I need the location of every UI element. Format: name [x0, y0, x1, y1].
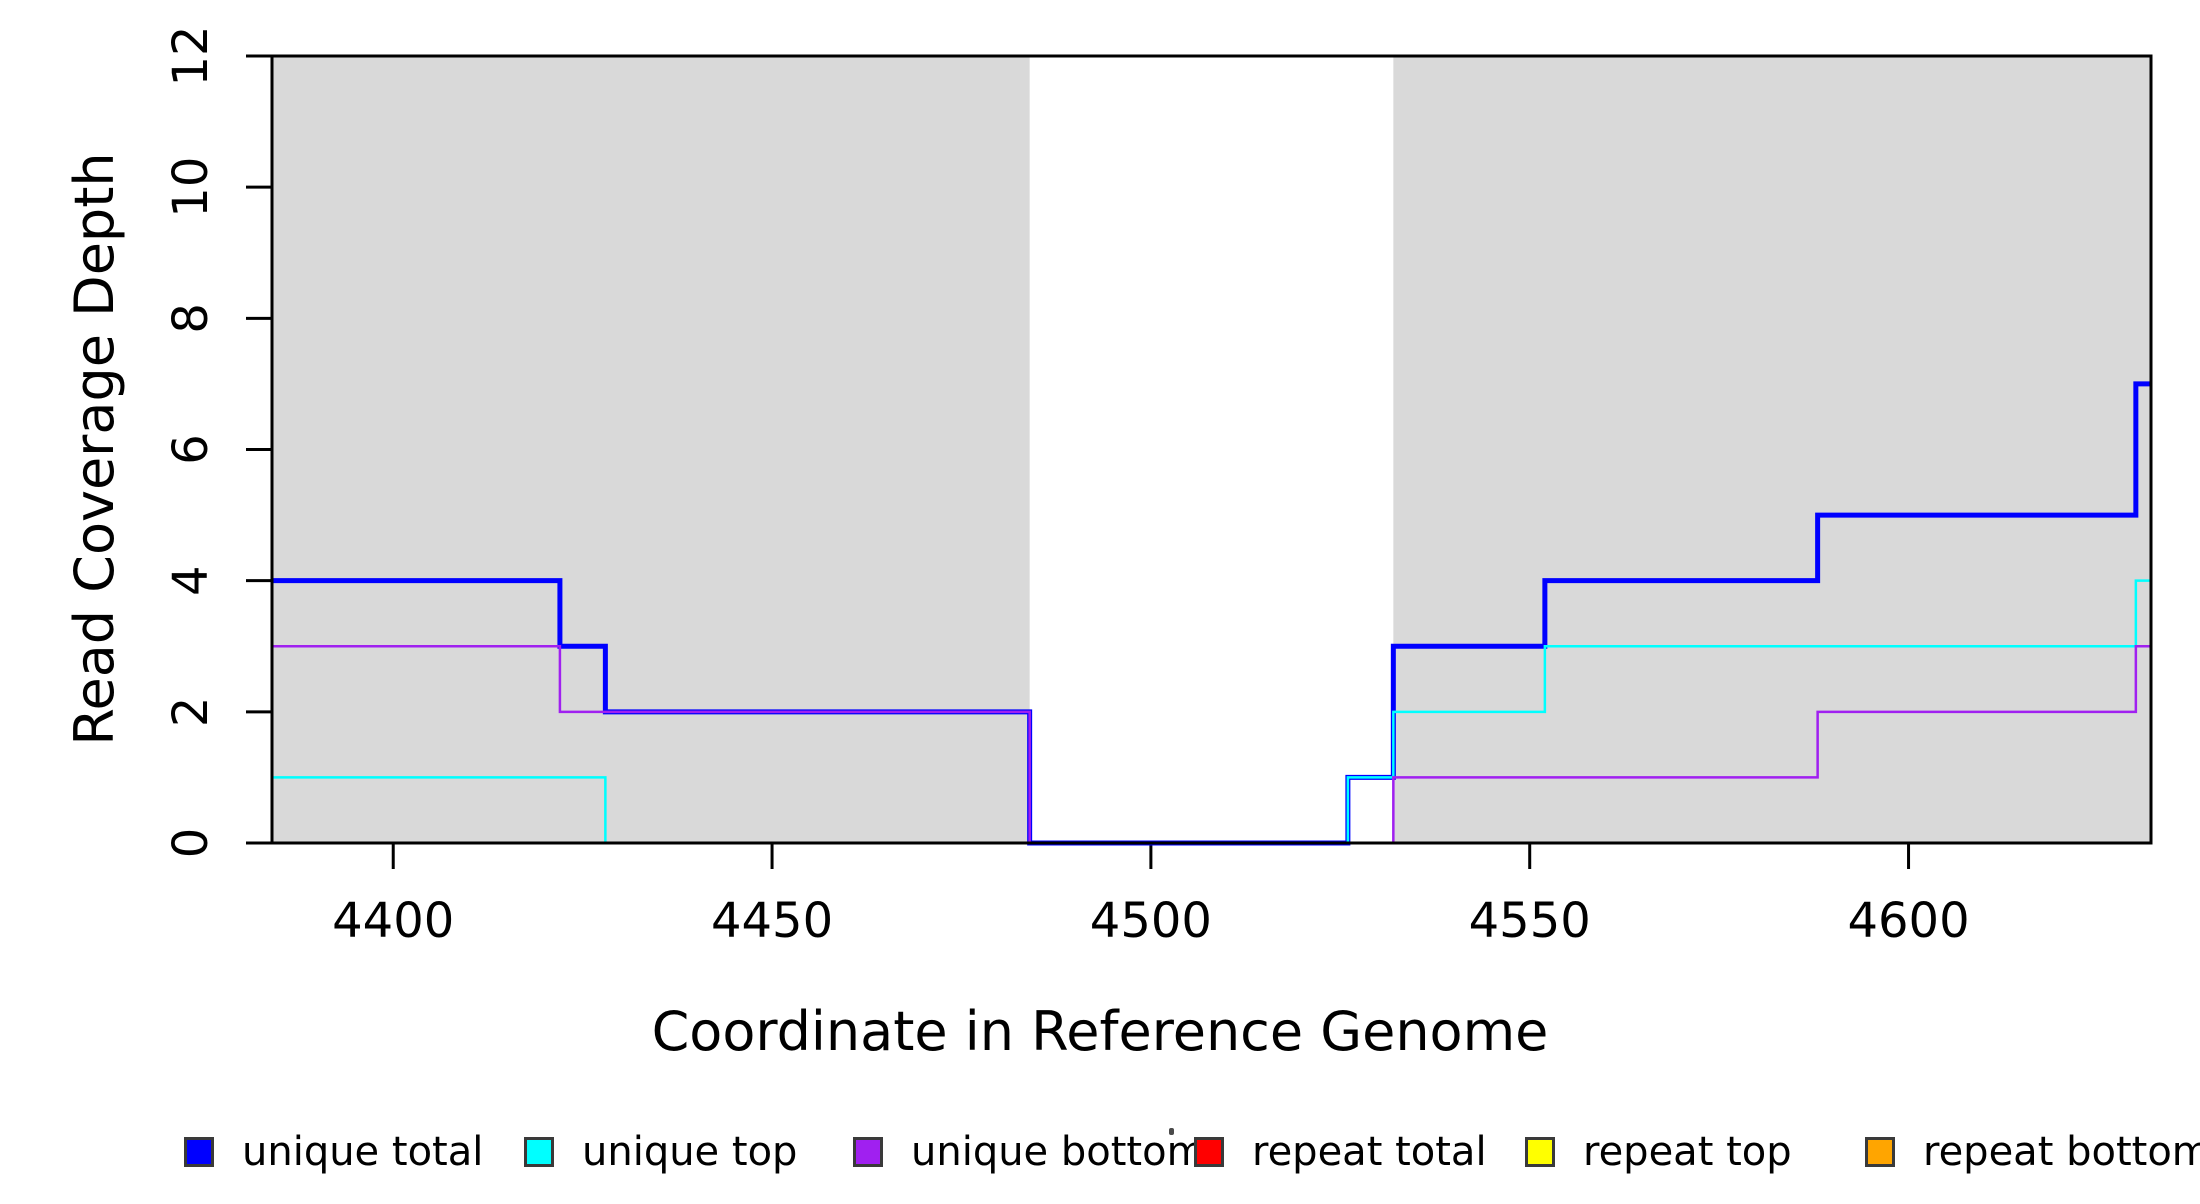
x-tick-label: 4450 — [711, 893, 833, 949]
y-tick-label: 0 — [163, 828, 219, 859]
legend-label: unique total — [242, 1129, 484, 1175]
legend-label: repeat bottom — [1923, 1129, 2200, 1175]
plot-frame — [270, 54, 2153, 845]
legend-item-repeat-total: repeat total — [1194, 1130, 1487, 1174]
y-tick-label: 4 — [163, 565, 219, 596]
repeat-total-swatch-icon — [1194, 1137, 1224, 1167]
y-tick-label: 8 — [163, 303, 219, 334]
repeat-top-swatch-icon — [1525, 1137, 1555, 1167]
y-tick-label: 6 — [163, 434, 219, 465]
y-tick-label: 2 — [163, 697, 219, 728]
x-axis-title: Coordinate in Reference Genome — [651, 1000, 1549, 1063]
unique-top-swatch-icon — [524, 1137, 554, 1167]
x-tick-label: 4400 — [332, 893, 454, 949]
shaded-region-1 — [272, 56, 1030, 843]
shaded-region-2 — [1393, 56, 2151, 843]
legend-label: unique bottom — [911, 1129, 1206, 1175]
legend-label: repeat total — [1252, 1129, 1487, 1175]
legend-item-unique-bottom: unique bottom — [853, 1130, 1206, 1174]
y-tick-label: 10 — [163, 157, 219, 218]
legend-item-repeat-top: repeat top — [1525, 1130, 1792, 1174]
legend: unique total unique top unique bottom re… — [0, 1130, 2200, 1190]
x-tick-label: 4500 — [1090, 893, 1212, 949]
x-tick-label: 4550 — [1469, 893, 1591, 949]
series-line-unique-top — [272, 579, 2151, 845]
y-tick-label: 12 — [163, 25, 219, 86]
legend-artifact-dot — [1169, 1128, 1174, 1135]
legend-item-unique-top: unique top — [524, 1130, 797, 1174]
x-tick-label: 4600 — [1847, 893, 1969, 949]
y-axis-title: Read Coverage Depth — [63, 152, 126, 746]
legend-label: repeat top — [1583, 1129, 1792, 1175]
legend-item-unique-total: unique total — [184, 1130, 483, 1174]
legend-item-repeat-bottom: repeat bottom — [1865, 1130, 2200, 1174]
legend-label: unique top — [582, 1129, 798, 1175]
unique-bottom-swatch-icon — [853, 1137, 883, 1167]
series-line-unique-bottom — [272, 645, 2151, 845]
unique-total-swatch-icon — [184, 1137, 214, 1167]
repeat-bottom-swatch-icon — [1865, 1137, 1895, 1167]
